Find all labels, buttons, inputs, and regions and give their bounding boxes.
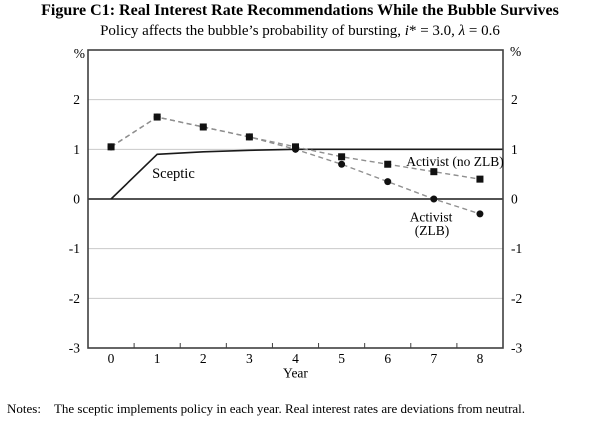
y-axis-label-right: 1 [511, 142, 518, 157]
x-axis-title: Year [283, 366, 308, 381]
y-axis-label-left: 1 [73, 142, 80, 157]
marker-square [430, 168, 438, 176]
x-axis-label: 4 [292, 351, 299, 366]
x-axis-label: 3 [246, 351, 253, 366]
marker-square [153, 113, 161, 121]
y-axis-unit-left: % [74, 46, 85, 61]
y-axis-label-left: -2 [69, 291, 80, 306]
marker-square [199, 123, 207, 131]
y-axis-label-right: -3 [511, 341, 522, 356]
notes-text: The sceptic implements policy in each ye… [53, 401, 526, 416]
marker-circle [384, 178, 392, 186]
subtitle-istar-value: * = 3.0, [408, 23, 459, 39]
annotation-zlb: (ZLB) [415, 223, 450, 238]
marker-square [245, 133, 253, 141]
figure-subtitle: Policy affects the bubble’s probability … [0, 23, 600, 40]
x-axis-label: 0 [108, 351, 115, 366]
annotation-activist-no-zlb: Activist (no ZLB) [406, 154, 504, 169]
x-axis-label: 1 [154, 351, 161, 366]
y-axis-label-right: 2 [511, 92, 518, 107]
subtitle-lambda-value: = 0.6 [465, 23, 500, 39]
y-axis-label-right: -1 [511, 241, 522, 256]
subtitle-i-symbol: i [404, 23, 409, 39]
x-axis-label: 2 [200, 351, 207, 366]
plot-border [87, 49, 504, 349]
x-axis-label: 6 [384, 351, 391, 366]
marker-square [476, 175, 484, 183]
subtitle-text: Policy affects the bubble’s probability … [100, 23, 405, 39]
x-axis-label: 7 [430, 351, 437, 366]
series-line-0 [110, 148, 503, 200]
y-axis-label-left: 0 [73, 192, 80, 207]
marker-square [292, 143, 299, 151]
y-axis-label-right: -2 [511, 291, 522, 306]
marker-circle [338, 160, 346, 168]
marker-square [384, 160, 392, 168]
x-axis-label: 5 [338, 351, 345, 366]
y-axis-unit-right: % [510, 44, 521, 59]
y-axis-label-right: 0 [511, 192, 518, 207]
notes-label: Notes: [7, 401, 41, 416]
annotation-activist: Activist [410, 209, 453, 224]
annotation-sceptic: Sceptic [152, 166, 195, 182]
marker-circle [476, 210, 484, 218]
marker-circle [430, 195, 438, 203]
x-axis-label: 8 [477, 351, 484, 366]
figure-notes: Notes: The sceptic implements policy in e… [7, 401, 598, 417]
marker-square [107, 143, 115, 151]
figure-title: Figure C1: Real Interest Rate Recommenda… [41, 2, 559, 19]
y-axis-label-left: -1 [69, 241, 80, 256]
subtitle-lambda-symbol: λ [458, 23, 466, 39]
y-axis-label-left: 2 [73, 92, 80, 107]
y-axis-label-left: -3 [69, 341, 80, 356]
marker-square [338, 153, 346, 161]
